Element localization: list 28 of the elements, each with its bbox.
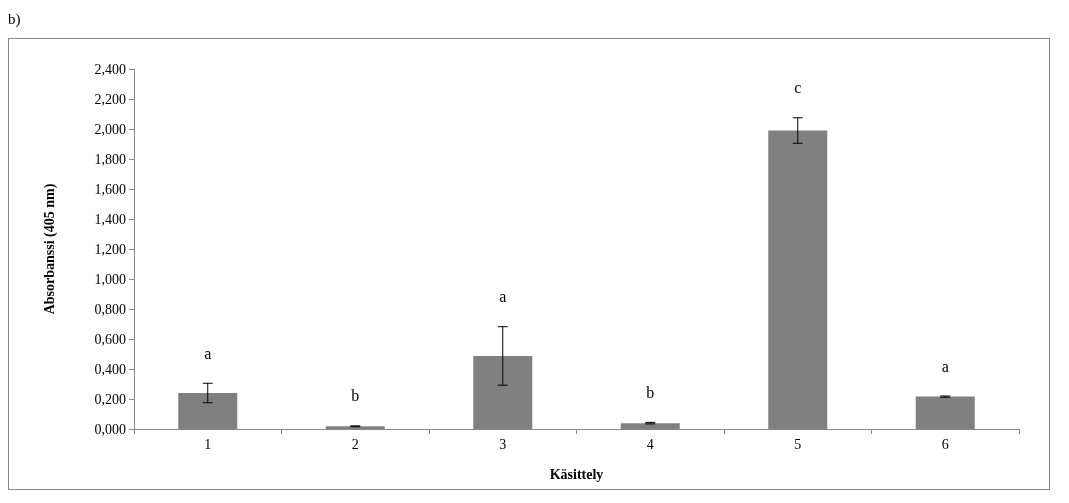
y-tick-label: 2,200 — [94, 91, 126, 107]
y-tick-label: 1,600 — [94, 181, 126, 197]
y-tick-label: 2,400 — [94, 61, 126, 77]
x-axis-title: Käsittely — [549, 466, 604, 482]
y-tick-label: 1,200 — [94, 241, 126, 257]
y-tick-label: 2,000 — [94, 121, 126, 137]
annotation: a — [204, 344, 212, 362]
y-tick-label: 1,000 — [94, 271, 126, 287]
x-tick-label: 1 — [204, 436, 212, 452]
chart-title: b) — [8, 10, 22, 29]
y-axis-title: Absorbanssi (405 nm) — [41, 183, 58, 315]
y-tick-label: 1,800 — [94, 151, 126, 167]
y-tick-label: 0,000 — [94, 421, 126, 437]
y-tick-label: 0,600 — [94, 331, 126, 347]
y-tick-label: 1,400 — [94, 211, 126, 227]
x-tick-label: 3 — [499, 436, 507, 452]
y-tick-label: 0,200 — [94, 391, 126, 407]
annotation: c — [794, 79, 802, 97]
y-tick-label: 0,400 — [94, 361, 126, 377]
annotation: b — [646, 383, 655, 401]
x-tick-label: 6 — [941, 436, 949, 452]
x-tick-label: 5 — [794, 436, 802, 452]
annotation: a — [499, 288, 507, 306]
x-tick-label: 2 — [351, 436, 359, 452]
annotation: a — [941, 357, 949, 375]
y-tick-label: 0,800 — [94, 301, 126, 317]
annotation: b — [351, 387, 360, 405]
x-tick-label: 4 — [646, 436, 654, 452]
